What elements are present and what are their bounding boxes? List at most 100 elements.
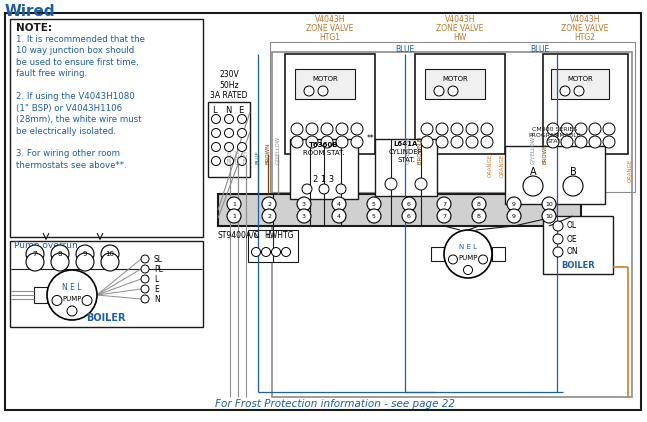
Text: ON: ON	[567, 247, 578, 257]
Text: 5: 5	[372, 214, 376, 219]
Circle shape	[261, 247, 270, 257]
Circle shape	[336, 123, 348, 135]
Circle shape	[237, 157, 247, 165]
Bar	[415, 54, 505, 154]
Circle shape	[421, 136, 433, 148]
Text: PL: PL	[154, 265, 163, 273]
Bar	[10, 19, 203, 237]
Circle shape	[225, 129, 234, 138]
Text: BROWN N: BROWN N	[417, 137, 422, 164]
Text: CYLINDER: CYLINDER	[389, 149, 423, 155]
Bar	[290, 139, 358, 199]
Circle shape	[542, 209, 556, 223]
Text: 10: 10	[545, 201, 553, 206]
Bar	[543, 54, 628, 154]
Circle shape	[318, 86, 328, 96]
Circle shape	[542, 197, 556, 211]
Text: 6: 6	[407, 214, 411, 219]
Text: ZONE VALVE: ZONE VALVE	[562, 24, 609, 33]
Circle shape	[297, 209, 311, 223]
Text: Pump overrun: Pump overrun	[14, 241, 78, 250]
Circle shape	[281, 247, 291, 257]
Circle shape	[141, 295, 149, 303]
Text: V4043H: V4043H	[314, 15, 345, 24]
Text: 5: 5	[372, 201, 376, 206]
Circle shape	[76, 245, 94, 263]
Circle shape	[321, 123, 333, 135]
Circle shape	[415, 178, 427, 190]
Circle shape	[297, 197, 311, 211]
Text: BOILER: BOILER	[561, 261, 595, 270]
Text: L: L	[266, 233, 270, 239]
Text: HWHTG: HWHTG	[264, 231, 294, 240]
Text: 1: 1	[232, 214, 236, 219]
Bar	[218, 194, 581, 226]
Circle shape	[574, 86, 584, 96]
Text: 2: 2	[267, 201, 271, 206]
Circle shape	[434, 86, 444, 96]
Circle shape	[351, 136, 363, 148]
Circle shape	[237, 129, 247, 138]
Circle shape	[589, 123, 601, 135]
Text: BLUE: BLUE	[531, 45, 549, 54]
Text: BLUE: BLUE	[256, 150, 261, 164]
Bar	[431, 247, 444, 261]
Text: G/YELLOW: G/YELLOW	[531, 136, 536, 164]
Circle shape	[321, 136, 333, 148]
Bar	[543, 216, 613, 274]
Bar	[208, 102, 250, 177]
Text: E: E	[238, 106, 243, 115]
Text: 6: 6	[407, 201, 411, 206]
Circle shape	[76, 253, 94, 271]
Text: ST9400A/C: ST9400A/C	[218, 231, 260, 240]
Text: ORANGE: ORANGE	[628, 159, 633, 182]
Text: 7: 7	[442, 201, 446, 206]
Circle shape	[26, 253, 44, 271]
Text: NOTE:: NOTE:	[16, 23, 52, 33]
Bar	[270, 42, 635, 192]
Bar	[34, 287, 47, 303]
Circle shape	[466, 123, 478, 135]
Circle shape	[507, 209, 521, 223]
Circle shape	[553, 247, 563, 257]
Circle shape	[336, 184, 346, 194]
Circle shape	[304, 86, 314, 96]
Circle shape	[306, 136, 318, 148]
Circle shape	[51, 253, 69, 271]
Circle shape	[306, 123, 318, 135]
Circle shape	[451, 123, 463, 135]
Circle shape	[212, 114, 221, 124]
Bar	[425, 69, 485, 99]
Bar	[248, 230, 298, 262]
Circle shape	[351, 123, 363, 135]
Text: L: L	[212, 106, 217, 115]
Text: PUMP: PUMP	[458, 255, 477, 261]
Circle shape	[212, 143, 221, 151]
Text: SL: SL	[154, 254, 163, 263]
Circle shape	[603, 136, 615, 148]
Text: 7: 7	[442, 214, 446, 219]
Bar	[492, 247, 505, 261]
Circle shape	[367, 197, 381, 211]
Text: L641A: L641A	[394, 141, 418, 147]
Text: E: E	[154, 284, 159, 293]
Circle shape	[336, 136, 348, 148]
Circle shape	[547, 123, 559, 135]
Circle shape	[436, 123, 448, 135]
Circle shape	[272, 247, 281, 257]
Text: V4043H: V4043H	[570, 15, 600, 24]
Text: 7: 7	[33, 251, 38, 257]
Text: N: N	[225, 106, 232, 115]
Circle shape	[291, 136, 303, 148]
Circle shape	[225, 114, 234, 124]
Circle shape	[262, 209, 276, 223]
Bar	[375, 139, 437, 196]
Circle shape	[402, 197, 416, 211]
Text: N E L: N E L	[459, 244, 477, 250]
Text: N: N	[253, 233, 258, 239]
Circle shape	[437, 197, 451, 211]
Text: ROOM STAT.: ROOM STAT.	[303, 150, 345, 156]
Text: BROWN: BROWN	[265, 143, 270, 164]
Text: BOILER: BOILER	[86, 313, 126, 323]
Circle shape	[448, 86, 458, 96]
